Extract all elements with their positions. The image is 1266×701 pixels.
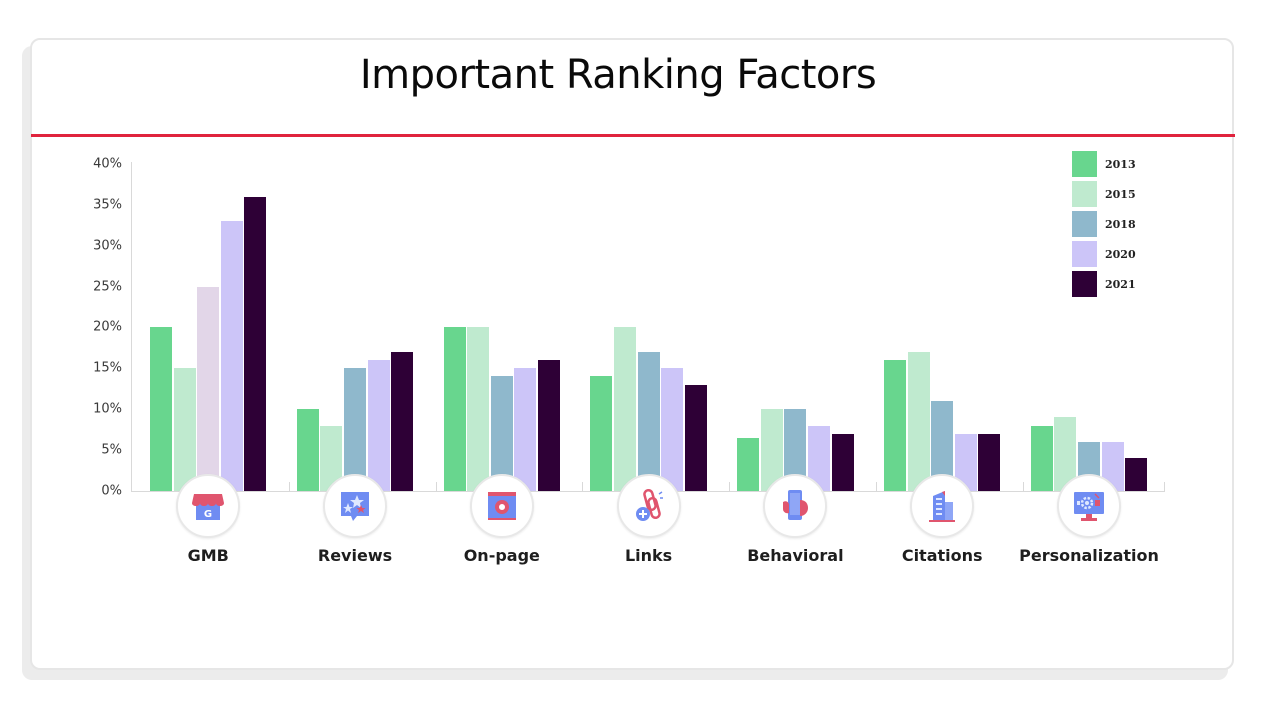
y-tick-label: 30% [93, 238, 122, 254]
category-label: Citations [901, 546, 983, 565]
y-tick-label: 40% [93, 156, 122, 172]
category-label: Links [624, 546, 673, 565]
x-tick-mark [876, 482, 877, 491]
category-label: Personalization [1019, 546, 1159, 565]
title-divider [31, 134, 1235, 137]
legend-item-2018: 2018 [1072, 211, 1152, 237]
legend-label: 2020 [1105, 248, 1136, 261]
bar-links-2018 [637, 351, 660, 491]
chart-title: Important Ranking Factors [359, 52, 877, 98]
x-tick-mark [582, 482, 584, 491]
bar-behavioral-2015 [760, 409, 783, 491]
y-tick-label: 25% [93, 279, 122, 294]
y-tick-label: 20% [93, 319, 122, 335]
bar-behavioral-2021 [831, 433, 854, 491]
legend-item-2015: 2015 [1072, 181, 1152, 207]
legend-swatch [1072, 271, 1097, 297]
x-tick-mark [288, 482, 290, 491]
y-tick-label: 5% [101, 442, 122, 458]
bar-links-2020 [661, 368, 684, 491]
legend-label: 2015 [1105, 188, 1136, 201]
x-tick-mark [1022, 482, 1024, 491]
category-label: GMB [187, 546, 229, 565]
hand-phone-icon [763, 474, 828, 538]
bar-personalization-2015 [1054, 417, 1077, 491]
bar-personalization-2021 [1125, 458, 1148, 491]
chain-link-plus-icon [616, 474, 681, 538]
legend-swatch [1072, 181, 1097, 207]
y-axis-line [131, 162, 132, 492]
bar-reviews-2021 [391, 351, 414, 491]
legend-item-2020: 2020 [1072, 241, 1152, 267]
bar-gmb-2013 [150, 327, 172, 491]
x-tick-mark [729, 482, 731, 491]
x-tick-mark [435, 482, 437, 491]
legend-swatch [1072, 241, 1097, 267]
bar-links-2015 [614, 327, 636, 491]
bar-onpage-2013 [443, 327, 466, 491]
star-review-bubble-icon [323, 474, 387, 538]
monitor-gear-icon [1057, 474, 1121, 538]
legend-swatch [1072, 151, 1097, 177]
x-tick-mark [131, 482, 132, 491]
bar-reviews-2018 [344, 368, 366, 491]
bar-reviews-2013 [296, 409, 319, 491]
bar-links-2021 [684, 384, 707, 491]
y-tick-label: 15% [93, 360, 122, 376]
bar-onpage-2020 [514, 368, 537, 491]
office-building-icon [910, 474, 975, 538]
bar-behavioral-2018 [784, 409, 807, 491]
legend-label: 2018 [1105, 218, 1136, 231]
category-label: On-page [463, 546, 540, 565]
bar-onpage-2015 [467, 327, 490, 491]
legend-item-2013: 2013 [1072, 151, 1152, 177]
bar-citations-2013 [884, 360, 906, 491]
legend-swatch [1072, 211, 1097, 237]
legend-item-2021: 2021 [1072, 271, 1152, 297]
bar-gmb-2020 [220, 221, 243, 491]
storefront-g-icon: G [176, 474, 241, 538]
bar-behavioral-2020 [808, 425, 830, 491]
bar-gmb-2015 [173, 368, 196, 491]
bar-links-2013 [590, 376, 613, 491]
bar-gmb-2018 [197, 286, 220, 491]
bar-citations-2021 [978, 433, 1001, 491]
bar-personalization-2013 [1030, 425, 1053, 491]
webpage-target-icon [469, 474, 534, 538]
bar-citations-2018 [931, 401, 954, 491]
legend-label: 2013 [1105, 158, 1136, 171]
category-label: Behavioral [747, 546, 844, 565]
svg-text:G: G [204, 509, 212, 520]
bar-reviews-2020 [367, 360, 390, 491]
y-tick-label: 35% [93, 197, 122, 213]
x-tick-mark [1164, 482, 1165, 491]
legend-label: 2021 [1105, 278, 1136, 291]
y-tick-label: 0% [101, 483, 122, 499]
bar-onpage-2018 [490, 376, 513, 491]
bar-reviews-2015 [320, 425, 343, 491]
bar-onpage-2021 [538, 360, 560, 491]
bar-gmb-2021 [244, 196, 267, 491]
category-label: Reviews [317, 546, 393, 565]
bar-citations-2015 [907, 351, 930, 491]
bar-behavioral-2013 [737, 437, 760, 491]
bar-citations-2020 [954, 433, 977, 491]
y-tick-label: 10% [93, 401, 122, 417]
